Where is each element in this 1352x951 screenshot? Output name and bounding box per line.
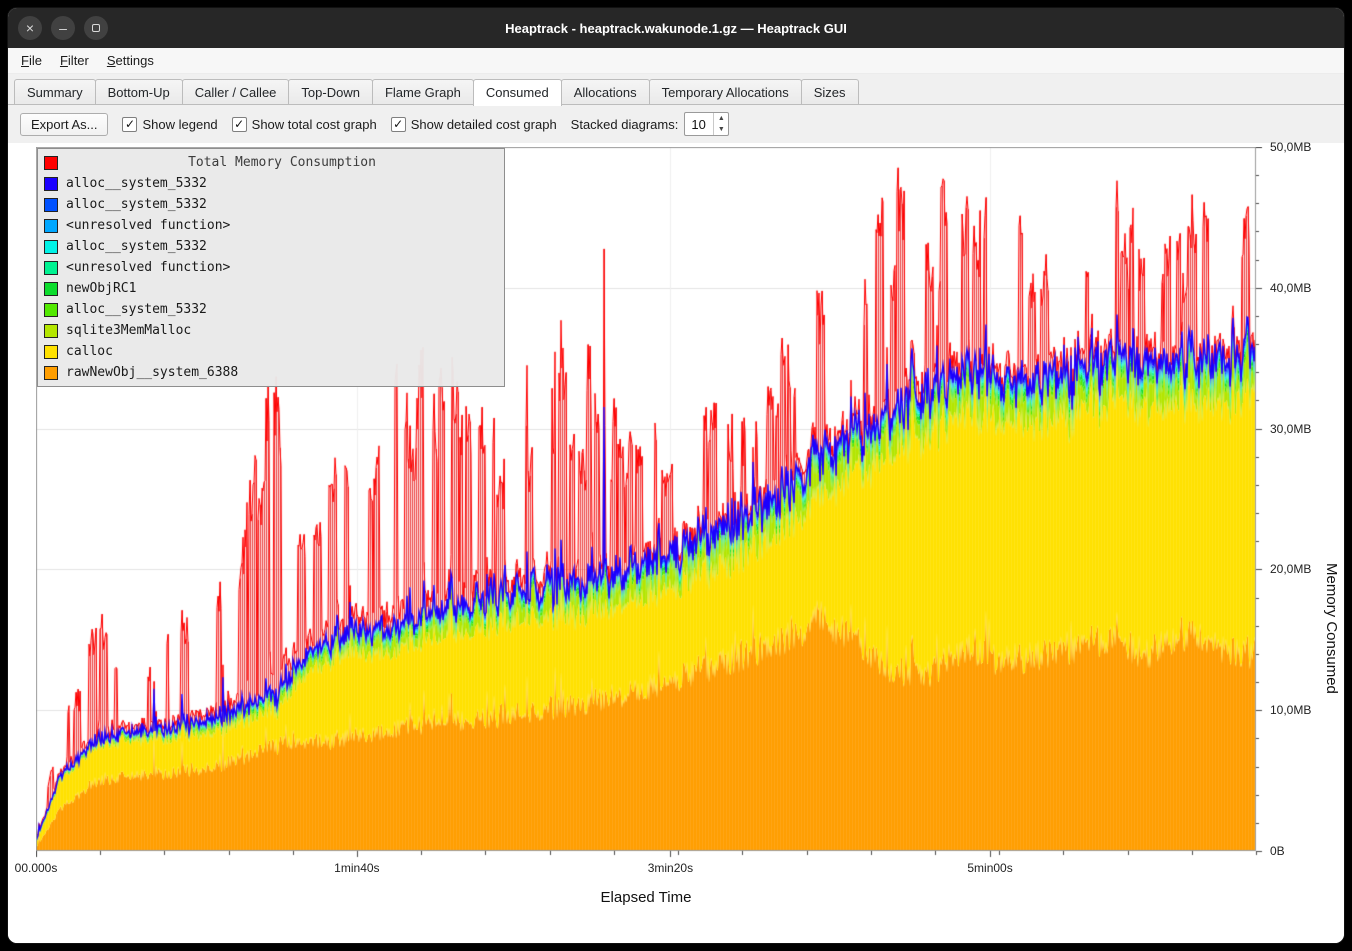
legend-swatch [44,282,58,296]
checkbox-icon: ✓ [122,117,137,132]
show-detailed-cost-graph-checkbox[interactable]: ✓ Show detailed cost graph [391,117,557,132]
legend-swatch [44,366,58,380]
legend-swatch [44,177,58,191]
legend-swatch [44,219,58,233]
y-axis-tick-label: 50,0MB [1270,140,1332,154]
minimize-icon: – [59,21,67,35]
legend-label: newObjRC1 [66,281,136,296]
legend-item[interactable]: alloc__system_5332 [38,236,504,257]
spinbox-up-arrow[interactable]: ▲ [714,113,728,124]
show-total-cost-graph-checkbox[interactable]: ✓ Show total cost graph [232,117,377,132]
legend-label: alloc__system_5332 [66,302,207,317]
show-legend-label: Show legend [142,117,217,132]
legend-swatch [44,324,58,338]
close-icon: × [26,21,34,35]
tab-bar: Summary Bottom-Up Caller / Callee Top-Do… [8,74,1344,105]
legend-label: calloc [66,344,113,359]
consumed-chart-region: Total Memory Consumption alloc__system_5… [8,143,1344,943]
legend-label: alloc__system_5332 [66,197,207,212]
stacked-diagrams-value[interactable]: 10 [685,113,713,135]
legend-item[interactable]: alloc__system_5332 [38,194,504,215]
tab-summary[interactable]: Summary [14,79,96,105]
menubar: File Filter Settings [8,48,1344,74]
maximize-icon [92,24,100,32]
checkbox-icon: ✓ [232,117,247,132]
tab-allocations[interactable]: Allocations [561,79,650,105]
legend-swatch [44,303,58,317]
legend-label: alloc__system_5332 [66,176,207,191]
legend-swatch [44,240,58,254]
menu-settings[interactable]: Settings [98,48,163,73]
x-axis-tick-label: 3min20s [648,861,693,875]
legend-item[interactable]: <unresolved function> [38,257,504,278]
stacked-diagrams-spinbox[interactable]: 10 ▲ ▼ [684,112,729,136]
x-axis-tick-label: 1min40s [334,861,379,875]
legend-label: rawNewObj__system_6388 [66,365,238,380]
tab-top-down[interactable]: Top-Down [288,79,373,105]
tab-temporary-allocations[interactable]: Temporary Allocations [649,79,802,105]
show-legend-checkbox[interactable]: ✓ Show legend [122,117,217,132]
y-axis-title: Memory Consumed [1323,563,1340,694]
legend-swatch [44,345,58,359]
tab-sizes[interactable]: Sizes [801,79,859,105]
menu-file[interactable]: File [12,48,51,73]
menu-filter[interactable]: Filter [51,48,98,73]
legend-title-row[interactable]: Total Memory Consumption [38,152,504,173]
stacked-diagrams-label: Stacked diagrams: [571,117,679,132]
close-button[interactable]: × [18,16,42,40]
legend-label: sqlite3MemMalloc [66,323,191,338]
legend-swatch [44,198,58,212]
show-total-cost-graph-label: Show total cost graph [252,117,377,132]
legend-item[interactable]: sqlite3MemMalloc [38,320,504,341]
tab-caller-callee[interactable]: Caller / Callee [182,79,290,105]
y-axis-tick-label: 30,0MB [1270,422,1332,436]
tab-flame-graph[interactable]: Flame Graph [372,79,474,105]
x-axis-tick-label: 00.000s [15,861,58,875]
legend-item[interactable]: rawNewObj__system_6388 [38,362,504,383]
titlebar: × – Heaptrack - heaptrack.wakunode.1.gz … [8,8,1344,48]
toolbar: Export As... ✓ Show legend ✓ Show total … [8,105,1344,143]
spinbox-down-arrow[interactable]: ▼ [714,124,728,135]
checkbox-icon: ✓ [391,117,406,132]
legend-item[interactable]: newObjRC1 [38,278,504,299]
legend-label: alloc__system_5332 [66,239,207,254]
heaptrack-window: × – Heaptrack - heaptrack.wakunode.1.gz … [8,8,1344,943]
legend-item[interactable]: alloc__system_5332 [38,299,504,320]
x-axis-title: Elapsed Time [36,889,1256,906]
legend-item[interactable]: <unresolved function> [38,215,504,236]
x-axis-tick-label: 5min00s [967,861,1012,875]
tab-consumed[interactable]: Consumed [473,79,562,106]
window-controls: × – [18,8,108,48]
y-axis-tick-label: 10,0MB [1270,703,1332,717]
legend-item[interactable]: calloc [38,341,504,362]
maximize-button[interactable] [84,16,108,40]
legend-swatch [44,261,58,275]
spinbox-buttons: ▲ ▼ [713,113,728,135]
show-detailed-cost-graph-label: Show detailed cost graph [411,117,557,132]
window-title: Heaptrack - heaptrack.wakunode.1.gz — He… [505,21,847,36]
y-axis-tick-label: 40,0MB [1270,281,1332,295]
minimize-button[interactable]: – [51,16,75,40]
legend-label: <unresolved function> [66,218,230,233]
legend-title: Total Memory Consumption [66,155,498,170]
legend-item[interactable]: alloc__system_5332 [38,173,504,194]
tab-bottom-up[interactable]: Bottom-Up [95,79,183,105]
legend-swatch-total [44,156,58,170]
chart-legend: Total Memory Consumption alloc__system_5… [37,148,505,387]
y-axis-tick-label: 0B [1270,844,1332,858]
export-as-button[interactable]: Export As... [20,113,108,136]
legend-label: <unresolved function> [66,260,230,275]
